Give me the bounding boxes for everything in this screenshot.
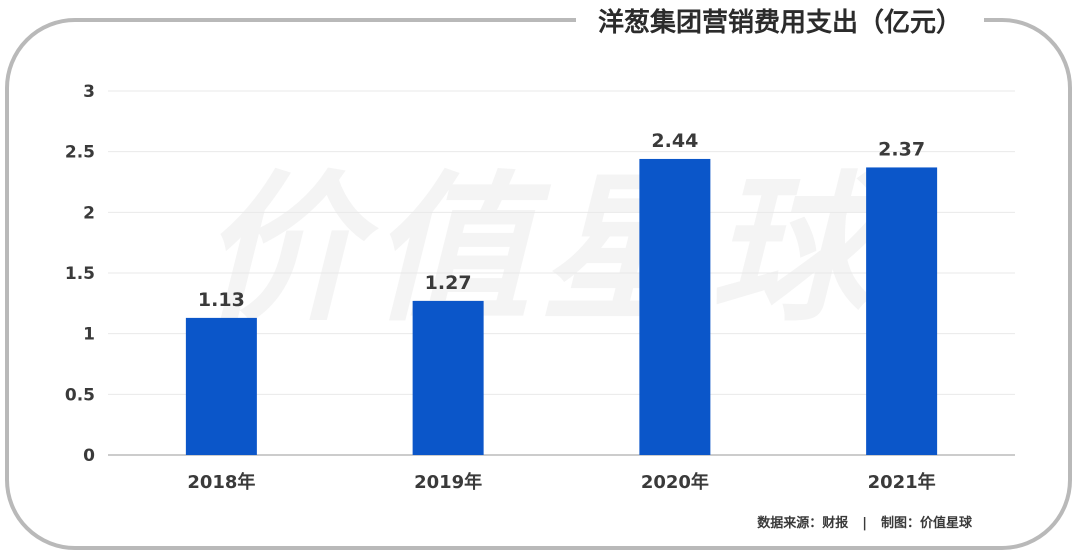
bar	[185, 317, 257, 455]
bar-value-label: 2.37	[878, 138, 925, 160]
footer-source: 数据来源：财报	[757, 516, 849, 531]
y-axis-ticks: 0 0.5 1 1.5 2 2.5 3	[65, 82, 95, 466]
watermark: 价值星球	[199, 156, 880, 343]
footer-credit: 制图：价值星球	[880, 516, 972, 531]
y-tick-label: 1.5	[65, 264, 95, 284]
value-labels: 1.13 1.27 2.44 2.37	[198, 130, 925, 311]
bars	[185, 158, 938, 456]
bar-value-label: 1.13	[198, 289, 245, 311]
bar	[412, 300, 484, 455]
bar-value-label: 2.44	[651, 130, 698, 152]
bar	[866, 167, 938, 455]
bar	[639, 158, 711, 456]
x-tick-label: 2019年	[414, 471, 482, 493]
y-tick-label: 2	[83, 203, 95, 223]
y-tick-label: 0.5	[65, 385, 95, 405]
bar-value-label: 1.27	[425, 272, 472, 294]
y-tick-label: 0	[83, 446, 95, 466]
y-tick-label: 3	[83, 82, 95, 102]
x-tick-label: 2018年	[187, 471, 255, 493]
x-tick-label: 2020年	[641, 471, 709, 493]
x-tick-label: 2021年	[868, 471, 936, 493]
chart-title: 洋葱集团营销费用支出（亿元）	[575, 4, 984, 42]
y-tick-label: 2.5	[65, 143, 95, 163]
footer: 数据来源：财报 | 制图：价值星球	[757, 512, 972, 531]
gridlines	[108, 90, 1015, 456]
footer-separator: |	[862, 516, 867, 531]
y-tick-label: 1	[83, 325, 95, 345]
x-axis-ticks: 2018年 2019年 2020年 2021年	[187, 471, 935, 493]
chart-frame	[5, 18, 1072, 550]
